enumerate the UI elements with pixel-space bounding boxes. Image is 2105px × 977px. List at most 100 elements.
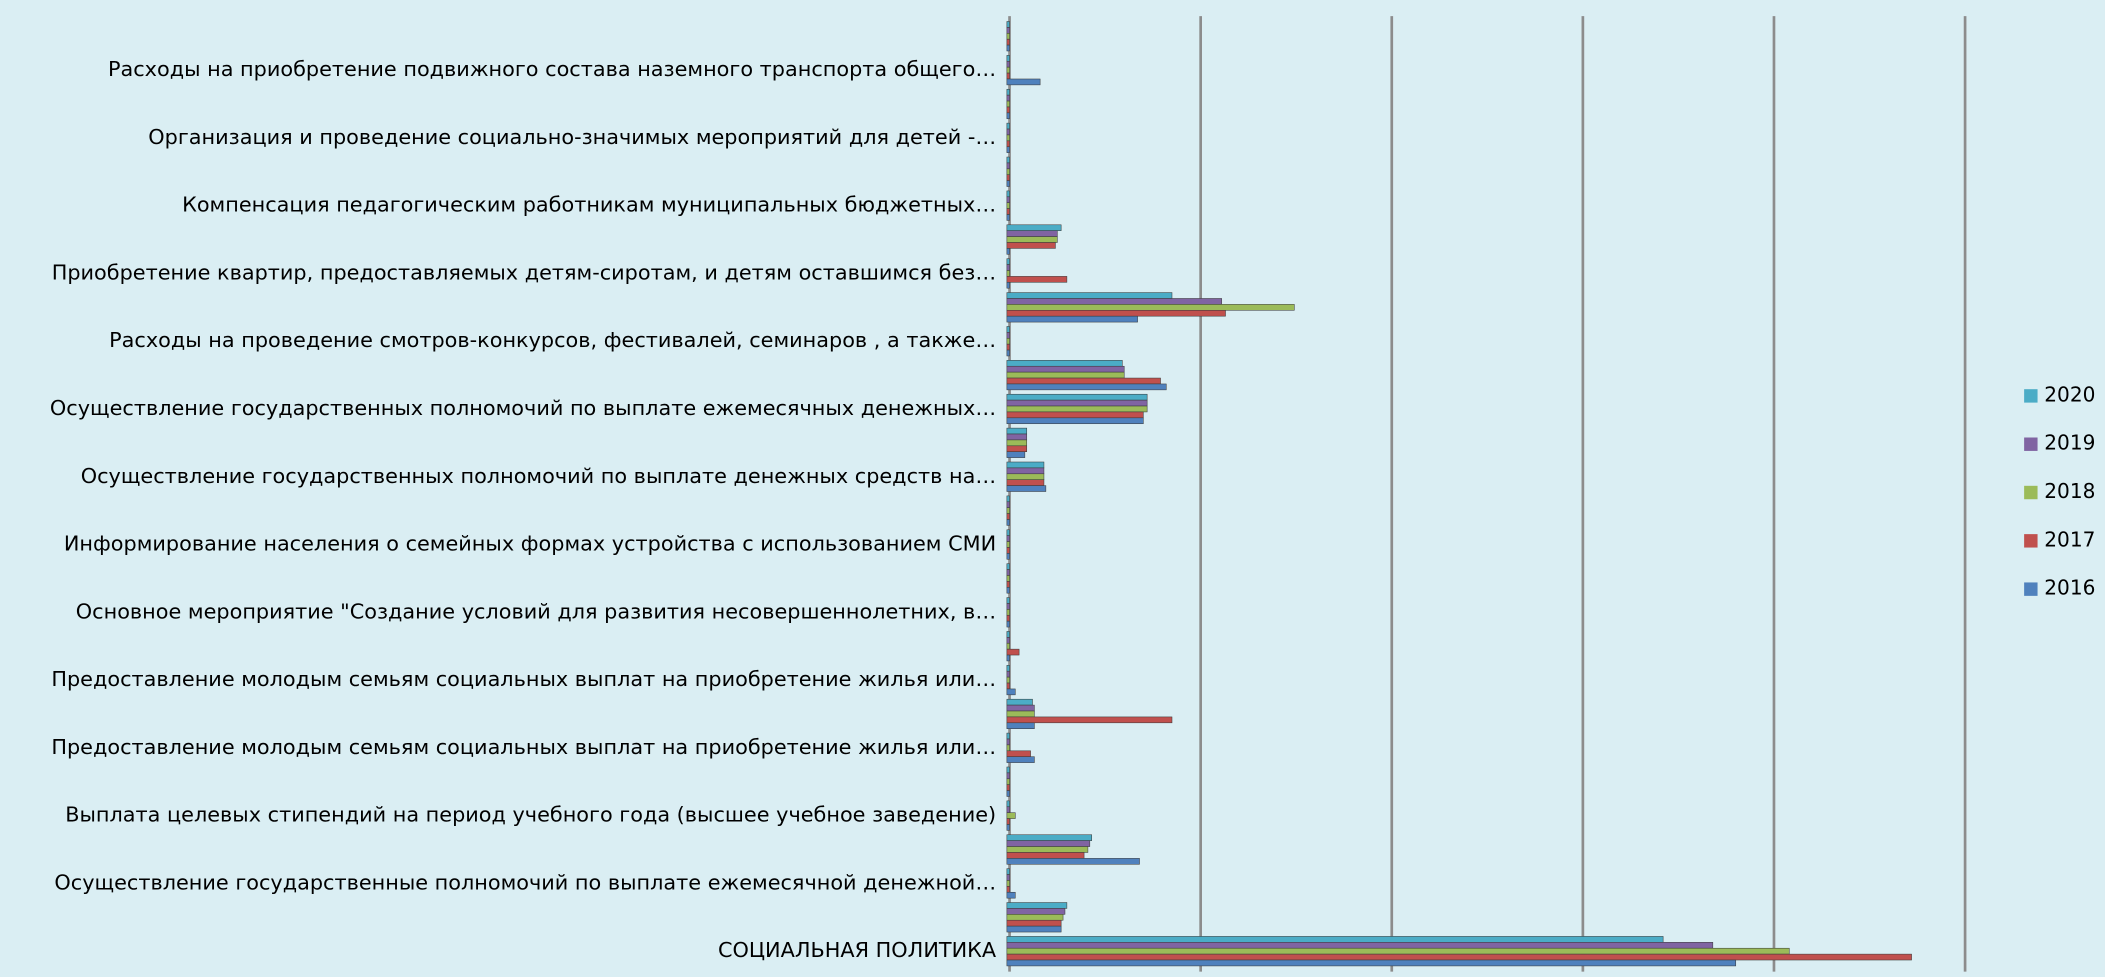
legend-label: 2017 xyxy=(2044,527,2095,551)
bar xyxy=(1006,248,1010,255)
bar xyxy=(1006,654,1010,662)
legend-swatch xyxy=(2024,582,2038,596)
bar xyxy=(1006,507,1010,514)
bar xyxy=(1006,467,1045,475)
bar xyxy=(1006,772,1010,780)
bar xyxy=(1006,784,1010,791)
bar xyxy=(1006,445,1028,452)
bar xyxy=(1006,840,1091,847)
bar xyxy=(1006,513,1010,520)
bar xyxy=(1006,908,1066,915)
bar xyxy=(1006,722,1035,729)
bar xyxy=(1006,766,1010,774)
legend-swatch xyxy=(2024,389,2038,403)
bar xyxy=(1006,637,1010,644)
bar xyxy=(1006,925,1062,933)
bar xyxy=(1006,603,1010,610)
bar xyxy=(1006,88,1010,96)
bar xyxy=(1006,501,1010,508)
bar xyxy=(1006,242,1056,249)
bar xyxy=(1006,852,1085,859)
bar xyxy=(1006,529,1010,536)
bar xyxy=(1006,258,1010,265)
bar xyxy=(1006,947,1790,955)
bar xyxy=(1006,738,1010,746)
legend-swatch xyxy=(2024,485,2038,500)
bar xyxy=(1006,190,1010,198)
legend-swatch xyxy=(2024,534,2038,548)
bar xyxy=(1006,790,1010,797)
bar xyxy=(1006,886,1010,893)
bar xyxy=(1006,399,1148,407)
bar xyxy=(1006,326,1010,333)
bar xyxy=(1006,642,1010,650)
legend-label: 2020 xyxy=(2044,382,2095,406)
category-label: Приобретение квартир, предоставляемых де… xyxy=(52,260,996,284)
bar xyxy=(1006,688,1016,696)
bar xyxy=(1006,563,1010,570)
bar xyxy=(1006,716,1173,724)
bar xyxy=(1006,581,1010,588)
bar xyxy=(1006,824,1010,831)
bar xyxy=(1006,891,1016,899)
bar xyxy=(1006,575,1010,582)
bar xyxy=(1006,156,1010,164)
bar xyxy=(1006,433,1028,441)
bar xyxy=(1006,315,1138,323)
bar xyxy=(1006,553,1010,560)
bar xyxy=(1006,134,1010,142)
bar xyxy=(1006,168,1010,176)
bar xyxy=(1006,106,1010,114)
bar xyxy=(1006,337,1010,345)
bar xyxy=(1006,648,1020,656)
bar xyxy=(1006,778,1010,785)
bar xyxy=(1006,162,1010,170)
bar xyxy=(1006,812,1016,819)
bar xyxy=(1006,750,1031,757)
bar xyxy=(1006,377,1161,385)
bar xyxy=(1006,704,1035,712)
bar xyxy=(1006,959,1737,967)
bar xyxy=(1006,224,1062,231)
bar xyxy=(1006,587,1010,594)
bar xyxy=(1006,214,1010,221)
bar xyxy=(1006,676,1010,684)
bar xyxy=(1006,609,1010,616)
bar xyxy=(1006,292,1173,299)
bar xyxy=(1006,196,1010,203)
category-label: Осуществление государственные полномочий… xyxy=(54,870,996,894)
bar xyxy=(1006,236,1058,243)
bar xyxy=(1006,818,1010,825)
bar xyxy=(1006,146,1010,153)
bar xyxy=(1006,270,1010,277)
bar xyxy=(1006,902,1068,909)
bar xyxy=(1006,55,1010,62)
bar xyxy=(1006,451,1026,458)
bar xyxy=(1006,33,1010,40)
bar xyxy=(1006,614,1010,622)
bar xyxy=(1006,698,1033,706)
bar xyxy=(1006,202,1010,209)
bar xyxy=(1006,439,1028,447)
bar xyxy=(1006,473,1045,480)
bar xyxy=(1006,710,1035,718)
bar xyxy=(1006,174,1010,181)
bar xyxy=(1006,140,1010,148)
bar xyxy=(1006,800,1010,808)
bar xyxy=(1006,343,1010,351)
legend-label: 2018 xyxy=(2044,479,2095,503)
bar xyxy=(1006,569,1010,576)
bar xyxy=(1006,495,1010,503)
bar xyxy=(1006,868,1010,875)
bar xyxy=(1006,128,1010,136)
bar xyxy=(1006,371,1125,379)
bar xyxy=(1006,744,1010,752)
bar xyxy=(1006,858,1140,865)
category-label: Предоставление молодым семьям социальных… xyxy=(51,735,996,759)
bar xyxy=(1006,298,1222,305)
bar xyxy=(1006,122,1010,130)
bar xyxy=(1006,874,1010,881)
bar xyxy=(1006,670,1010,678)
bar xyxy=(1006,208,1010,215)
bar xyxy=(1006,180,1010,187)
